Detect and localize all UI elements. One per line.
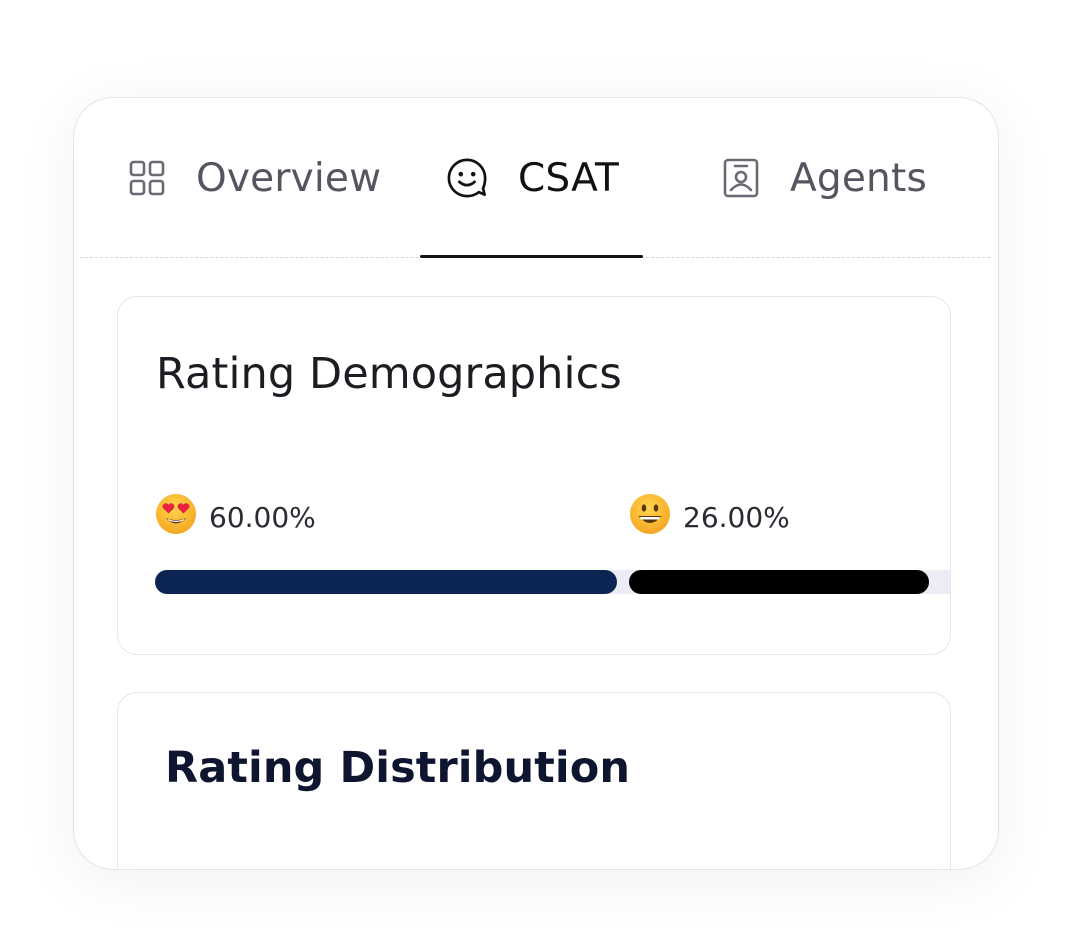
rating-demographics-card: Rating Demographics 60. (117, 296, 951, 655)
rating-bar-track (155, 570, 950, 594)
legend-percent-grinning: 26.00% (683, 501, 790, 534)
rating-demographics-title: Rating Demographics (156, 349, 622, 399)
rating-distribution-card: Rating Distribution (117, 692, 951, 869)
tab-agents[interactable]: Agents (720, 98, 927, 258)
tab-csat[interactable]: CSAT (446, 98, 619, 258)
csat-panel: Overview CSAT (73, 97, 999, 870)
legend-item-grinning: 26.00% (629, 493, 790, 542)
legend-percent-heart-eyes: 60.00% (209, 501, 316, 534)
rating-bar-segment-heart-eyes (155, 570, 617, 594)
smiley-face-icon (446, 157, 488, 199)
legend-item-heart-eyes: 60.00% (155, 493, 316, 542)
grinning-emoji-icon (629, 493, 671, 542)
grid-icon (126, 157, 168, 199)
heart-eyes-emoji-icon (155, 493, 197, 542)
tab-agents-label: Agents (790, 155, 927, 201)
tab-bar: Overview CSAT (74, 98, 998, 258)
rating-bar-segment-grinning (629, 570, 929, 594)
tab-overview-label: Overview (196, 155, 382, 201)
tab-overview[interactable]: Overview (126, 98, 381, 258)
tab-csat-label: CSAT (518, 155, 619, 201)
id-badge-icon (720, 157, 762, 199)
rating-distribution-title: Rating Distribution (165, 743, 631, 793)
active-tab-indicator (420, 255, 643, 258)
